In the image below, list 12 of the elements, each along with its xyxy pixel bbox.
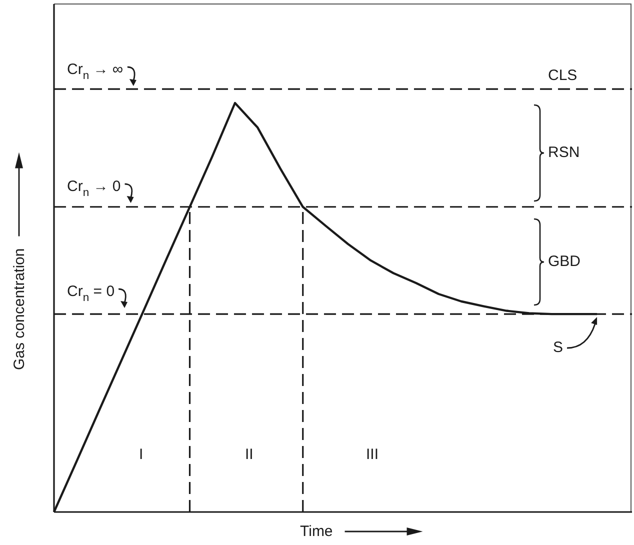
x-axis-title: Time [300, 523, 333, 540]
annotation: GBD [548, 252, 581, 270]
annotation: Cr$_{n}$ = 0 [67, 282, 115, 304]
annotation: S [553, 338, 564, 356]
text: Cr$_{n}$ → ∞ [67, 60, 124, 82]
annotation: RSN [548, 144, 580, 161]
y-axis-title: Gas concentration [11, 248, 28, 370]
annotation: Cr$_{n}$ → 0 [67, 178, 121, 199]
annotation: I [139, 446, 144, 463]
annotation: III [366, 446, 379, 463]
text: CLS [548, 66, 578, 84]
annotation: II [245, 446, 254, 463]
